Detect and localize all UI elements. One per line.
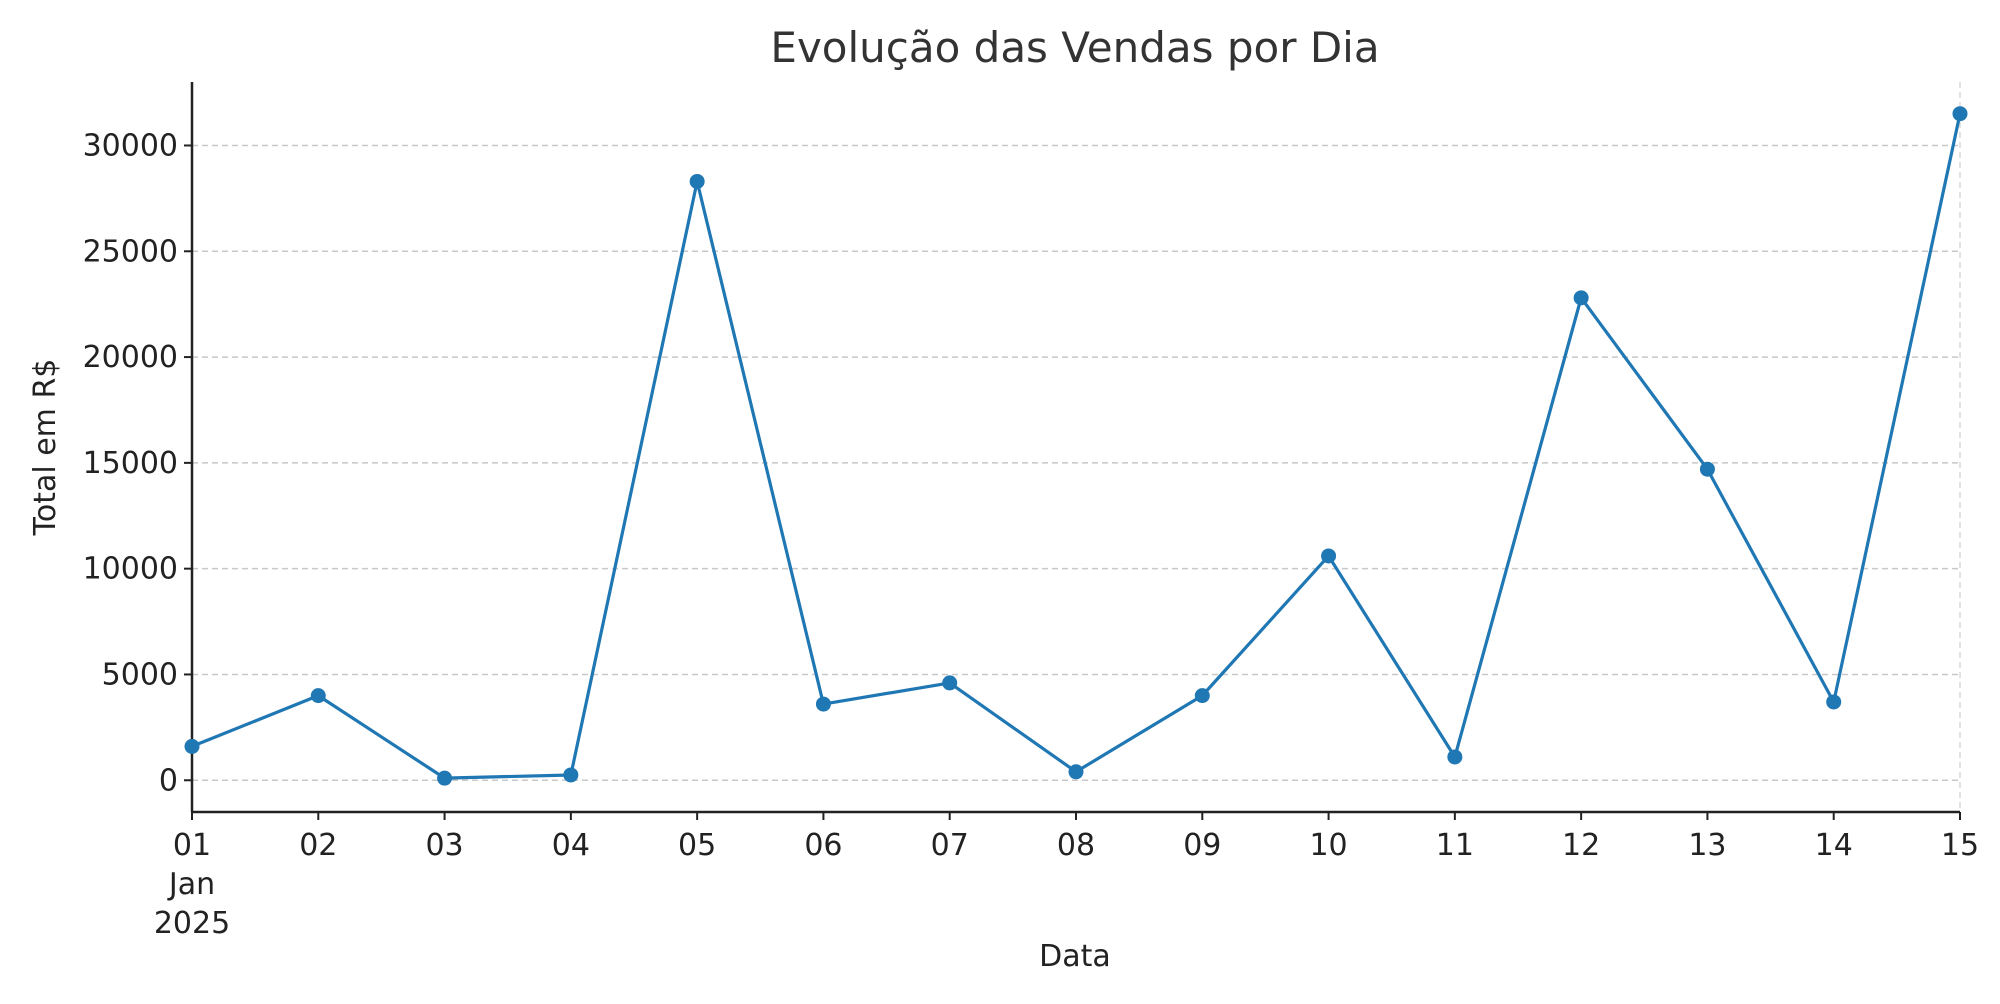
x-tick-label: 12 <box>1562 828 1600 863</box>
series-layer <box>184 106 1968 786</box>
x-tick-label: 11 <box>1436 828 1474 863</box>
data-point <box>1826 694 1842 710</box>
x-tick-label: 06 <box>804 828 842 863</box>
y-tick-label: 30000 <box>83 128 178 163</box>
x-tick-label: 02 <box>299 828 337 863</box>
grid-lines <box>192 82 1961 812</box>
y-tick-label: 0 <box>159 763 178 798</box>
series-line <box>191 113 1962 780</box>
x-tick-label: 05 <box>678 828 716 863</box>
data-point <box>1447 749 1463 765</box>
data-point <box>815 696 831 712</box>
x-tick-label: 03 <box>425 828 463 863</box>
data-point <box>563 767 579 783</box>
data-point <box>1952 106 1968 122</box>
data-point <box>1573 290 1589 306</box>
x-tick-year-label: 2025 <box>154 906 230 941</box>
data-point <box>310 688 326 704</box>
y-tick-label: 10000 <box>83 552 178 587</box>
x-tick-label: 04 <box>552 828 590 863</box>
data-point <box>437 770 453 786</box>
x-tick-label: 07 <box>931 828 969 863</box>
data-point <box>689 173 705 189</box>
y-tick-label: 15000 <box>83 446 178 481</box>
x-axis-label: Data <box>1039 939 1111 974</box>
x-tick-label: 15 <box>1941 828 1979 863</box>
data-point <box>1699 461 1715 477</box>
y-tick-label: 5000 <box>102 657 178 692</box>
x-axis-ticks: 01 02 03 04 05 06 07 08 09 10 11 12 13 14 15 Jan 2025 <box>154 812 1979 941</box>
y-axis-label: Total em R$ <box>28 359 63 537</box>
x-tick-month-label: Jan <box>167 867 215 902</box>
axes <box>190 82 1960 814</box>
x-tick-label: 13 <box>1688 828 1726 863</box>
data-point <box>1321 548 1337 564</box>
data-point <box>184 738 200 754</box>
x-tick-label: 08 <box>1057 828 1095 863</box>
chart-title: Evolução das Vendas por Dia <box>770 23 1379 72</box>
y-tick-label: 25000 <box>83 234 178 269</box>
x-tick-label: 09 <box>1183 828 1221 863</box>
data-point <box>942 675 958 691</box>
x-tick-label: 10 <box>1309 828 1347 863</box>
x-tick-label: 14 <box>1815 828 1853 863</box>
x-tick-label: 01 <box>173 828 211 863</box>
data-point <box>1068 764 1084 780</box>
y-tick-label: 20000 <box>83 340 178 375</box>
data-point <box>1194 688 1210 704</box>
y-axis-ticks: 0 5000 10000 15000 20000 25000 30000 <box>83 128 192 798</box>
